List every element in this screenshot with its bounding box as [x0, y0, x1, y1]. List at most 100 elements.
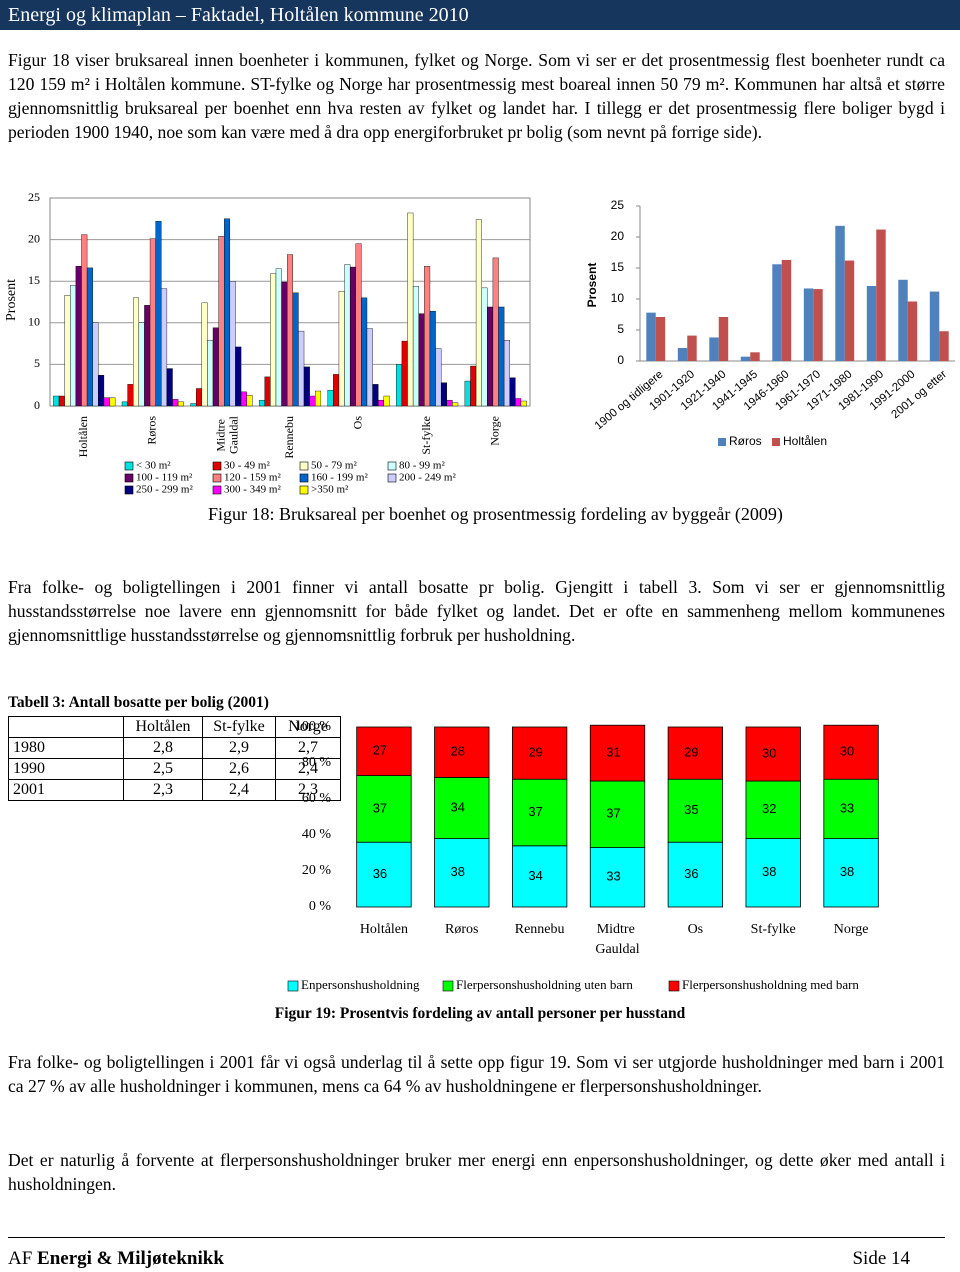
x-tick-label: Norge	[487, 416, 501, 446]
bar	[452, 402, 459, 407]
bar	[240, 391, 247, 407]
bar	[201, 302, 208, 407]
bar-segment	[745, 780, 801, 839]
bar	[275, 268, 282, 407]
table-cell: 2,6	[202, 758, 276, 780]
y-tick-label: 20	[611, 229, 625, 243]
legend-label: 50 - 79 m²	[311, 460, 357, 472]
bar	[813, 289, 823, 361]
bar	[898, 279, 908, 361]
legend-swatch	[442, 980, 454, 992]
legend-label: < 30 m²	[136, 460, 171, 472]
x-tick-label: Norge	[834, 922, 869, 937]
y-tick-label: 0	[34, 398, 40, 412]
y-axis-label: Prosent	[585, 263, 599, 308]
legend-label: Flerpersonshusholdning uten barn	[456, 977, 633, 992]
bar	[155, 221, 162, 407]
bar	[195, 388, 202, 407]
figure-caption: Figur 18: Bruksareal per boenhet og pros…	[208, 504, 783, 524]
bar-segment	[434, 726, 490, 778]
legend-swatch	[287, 980, 299, 992]
bar-segment	[823, 838, 879, 908]
bar	[109, 397, 116, 407]
bar	[75, 266, 82, 407]
bar-segment	[823, 724, 879, 780]
x-tick-label: Midtre Gauldal	[213, 415, 240, 454]
paragraph: Figur 18 viser bruksareal innen boenhete…	[8, 50, 945, 142]
header: Energi og klimaplan – Faktadel, Holtålen…	[0, 0, 960, 30]
bar	[435, 348, 442, 407]
bar	[929, 291, 940, 361]
bar	[177, 401, 184, 407]
bar	[481, 287, 488, 407]
x-tick-label: Røros	[145, 416, 159, 445]
x-tick-label: Os	[350, 416, 364, 430]
bar	[470, 365, 477, 407]
bar	[844, 260, 855, 361]
figure-caption: Figur 19: Prosentvis fordeling av antall…	[274, 1005, 686, 1022]
bar-segment	[745, 838, 801, 908]
value-label: 31	[606, 745, 620, 760]
legend-label: Holtålen	[783, 434, 827, 448]
bar	[498, 306, 505, 407]
bar	[372, 384, 379, 407]
bar-segment	[434, 838, 490, 908]
chart-husstand: 0 % 20 % 40 % 60 % 80 % 100 % Holtålen 36 37 27 Rø…	[287, 719, 879, 992]
value-label: 37	[528, 804, 542, 819]
y-tick-label: 10	[611, 291, 625, 305]
bar	[149, 238, 156, 407]
bar	[781, 259, 792, 361]
bar	[803, 288, 814, 361]
y-tick-label: 5	[34, 356, 40, 370]
footer-page: Side 14	[852, 1248, 910, 1269]
value-label: 33	[606, 869, 620, 884]
bar-segment	[667, 726, 724, 780]
y-tick-label: 60 %	[302, 791, 332, 806]
value-label: 33	[840, 800, 854, 815]
legend-label: >350 m²	[311, 484, 349, 496]
bar	[292, 292, 299, 407]
legend-label: 160 - 199 m²	[311, 472, 368, 484]
bar	[509, 377, 516, 407]
bar	[429, 310, 436, 407]
bar	[190, 403, 197, 407]
legend-swatch	[124, 485, 134, 495]
bar	[235, 346, 242, 407]
table-row: 1980 2,8 2,9 2,7	[8, 737, 341, 759]
bar-segment	[356, 726, 412, 776]
legend-label: 200 - 249 m²	[399, 472, 456, 484]
bar	[446, 399, 453, 407]
bar	[64, 295, 71, 407]
bar	[281, 281, 288, 407]
legend-label: 300 - 349 m²	[224, 484, 281, 496]
table-cell: 2,9	[202, 737, 276, 759]
bar	[866, 285, 877, 361]
y-tick-label: 15	[28, 273, 40, 287]
table-cell: 2001	[8, 779, 124, 801]
paragraph: Det er naturlig å forvente at flerperson…	[8, 1150, 945, 1194]
bar	[212, 327, 219, 407]
x-tick-label: St-fylke	[419, 416, 433, 455]
paragraph: Fra folke- og boligtellingen i 2001 får …	[8, 1052, 945, 1096]
bar	[229, 280, 236, 407]
chart-bruksareal: 0 5 10 15 20 25 Prosent Holtålen Røros Midtre Gau…	[4, 190, 531, 496]
value-label: 30	[840, 744, 854, 759]
bar	[440, 382, 447, 407]
value-label: 35	[684, 802, 698, 817]
y-tick-label: 15	[611, 260, 625, 274]
legend-label: Flerpersonshusholdning med barn	[682, 977, 859, 992]
legend-label: 100 - 119 m²	[136, 472, 193, 484]
bar	[907, 301, 918, 361]
bar	[383, 395, 390, 407]
bar	[338, 290, 345, 407]
legend-swatch	[387, 461, 397, 471]
value-label: 27	[373, 743, 387, 758]
bar	[876, 229, 886, 361]
bar	[503, 340, 510, 407]
bar	[333, 374, 340, 407]
table-row: 2001 2,3 2,4 2,3	[8, 779, 341, 801]
x-tick-label: 2001 og etter	[889, 368, 949, 421]
legend-swatch	[718, 438, 726, 446]
value-label: 34	[451, 799, 465, 814]
bar	[144, 305, 151, 407]
